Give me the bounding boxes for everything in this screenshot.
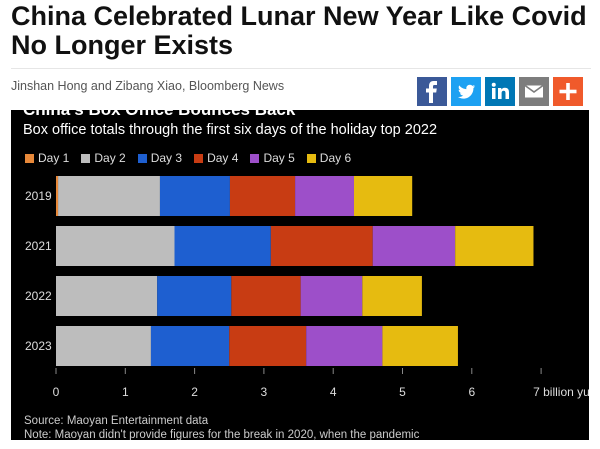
facebook-icon [426, 81, 437, 103]
bar-segment [174, 226, 271, 266]
legend-item: Day 5 [250, 151, 295, 165]
legend-item: Day 6 [306, 151, 352, 165]
x-tick-label: 4 [330, 385, 337, 399]
x-tick-label: 2 [191, 385, 198, 399]
twitter-icon [458, 84, 475, 99]
bar-segment [56, 326, 151, 366]
legend-item: Day 2 [81, 151, 126, 165]
legend-item: Day 1 [25, 151, 69, 165]
plus-icon [559, 83, 577, 100]
chart-note: Note: Maoyan didn't provide figures for … [24, 429, 420, 440]
header-divider [11, 68, 591, 69]
bar-segment [229, 176, 296, 216]
legend-label: Day 5 [263, 151, 295, 165]
email-icon [524, 84, 544, 98]
bar-segment [159, 176, 230, 216]
email-share-button[interactable] [519, 77, 549, 106]
facebook-share-button[interactable] [417, 77, 447, 106]
legend-item: Day 3 [137, 151, 183, 165]
legend-label: Day 1 [38, 151, 70, 165]
bar-segment [382, 326, 458, 366]
bar-segment [372, 226, 456, 266]
category-label: 2021 [25, 239, 52, 253]
bar-segment [353, 176, 413, 216]
x-tick-label: 0 [53, 385, 60, 399]
legend-label: Day 4 [207, 151, 239, 165]
x-tick-label: 3 [261, 385, 268, 399]
bar-segment [150, 326, 230, 366]
bar-segment [455, 226, 534, 266]
bar-segment [56, 226, 175, 266]
category-label: 2023 [25, 339, 52, 353]
x-tick-label: 6 [468, 385, 475, 399]
category-label: 2022 [25, 289, 52, 303]
legend-item: Day 4 [194, 151, 238, 165]
bar-segment [306, 326, 383, 366]
bar-segment [270, 226, 373, 266]
chart-title: China's Box Office Bounces Back [23, 110, 295, 120]
more-share-button[interactable] [553, 77, 583, 106]
bar-segment [58, 176, 160, 216]
bar-segment [300, 276, 363, 316]
bar-segment [157, 276, 232, 316]
legend-label: Day 6 [319, 151, 352, 165]
linkedin-share-button[interactable] [485, 77, 515, 106]
chart-subtitle: Box office totals through the first six … [23, 122, 438, 138]
bar-segment [231, 276, 301, 316]
x-tick-label: 7 billion yuan [533, 385, 589, 399]
legend-label: Day 3 [150, 151, 183, 165]
legend-swatch [306, 153, 316, 163]
bar-segment [295, 176, 354, 216]
legend-swatch [25, 153, 34, 163]
legend-swatch [250, 153, 260, 163]
chart-legend: Day 1 Day 2 Day 3 Day 4 Day 5 Day 6 [25, 151, 351, 165]
legend-label: Day 2 [94, 151, 126, 165]
chart-plot: 2019 2021 2022 2023 0 1 2 3 4 5 6 7 billion yuan [25, 176, 589, 399]
linkedin-icon [491, 82, 509, 99]
category-label: 2019 [25, 189, 52, 203]
bar-segment [56, 176, 59, 216]
bar-segment [362, 276, 422, 316]
x-tick-label: 1 [122, 385, 129, 399]
x-tick-label: 5 [399, 385, 406, 399]
bar-segment [56, 276, 158, 316]
chart-source: Source: Maoyan Entertainment data [24, 415, 209, 427]
share-bar [417, 77, 583, 106]
article-byline: Jinshan Hong and Zibang Xiao, Bloomberg … [11, 79, 285, 93]
twitter-share-button[interactable] [451, 77, 481, 106]
legend-swatch [81, 153, 91, 163]
bar-segment [229, 326, 307, 366]
article-headline: China Celebrated Lunar New Year Like Cov… [11, 1, 587, 60]
chart-panel: China's Box Office Bounces Back Box offi… [11, 110, 589, 440]
legend-swatch [137, 153, 147, 163]
legend-swatch [194, 153, 204, 163]
